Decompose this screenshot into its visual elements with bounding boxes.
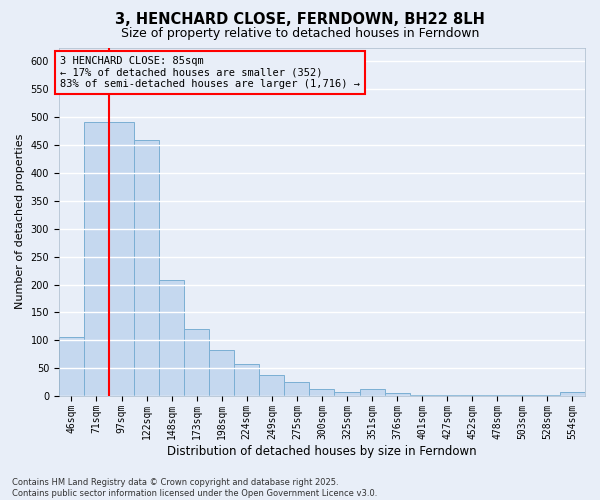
Bar <box>159 280 184 396</box>
Bar <box>109 122 134 396</box>
Bar <box>359 389 385 396</box>
Y-axis label: Number of detached properties: Number of detached properties <box>15 134 25 310</box>
Bar <box>560 392 585 396</box>
Bar <box>184 329 209 396</box>
Bar <box>59 338 84 396</box>
Bar <box>234 364 259 396</box>
Bar <box>209 350 234 396</box>
Text: 3, HENCHARD CLOSE, FERNDOWN, BH22 8LH: 3, HENCHARD CLOSE, FERNDOWN, BH22 8LH <box>115 12 485 28</box>
Bar <box>84 122 109 396</box>
Bar <box>134 140 159 396</box>
Bar <box>259 375 284 396</box>
Bar <box>385 394 410 396</box>
Bar <box>284 382 310 396</box>
Bar <box>334 392 359 396</box>
Text: Size of property relative to detached houses in Ferndown: Size of property relative to detached ho… <box>121 28 479 40</box>
Bar <box>410 395 434 396</box>
X-axis label: Distribution of detached houses by size in Ferndown: Distribution of detached houses by size … <box>167 444 477 458</box>
Bar <box>310 389 334 396</box>
Text: 3 HENCHARD CLOSE: 85sqm
← 17% of detached houses are smaller (352)
83% of semi-d: 3 HENCHARD CLOSE: 85sqm ← 17% of detache… <box>60 56 360 89</box>
Text: Contains HM Land Registry data © Crown copyright and database right 2025.
Contai: Contains HM Land Registry data © Crown c… <box>12 478 377 498</box>
